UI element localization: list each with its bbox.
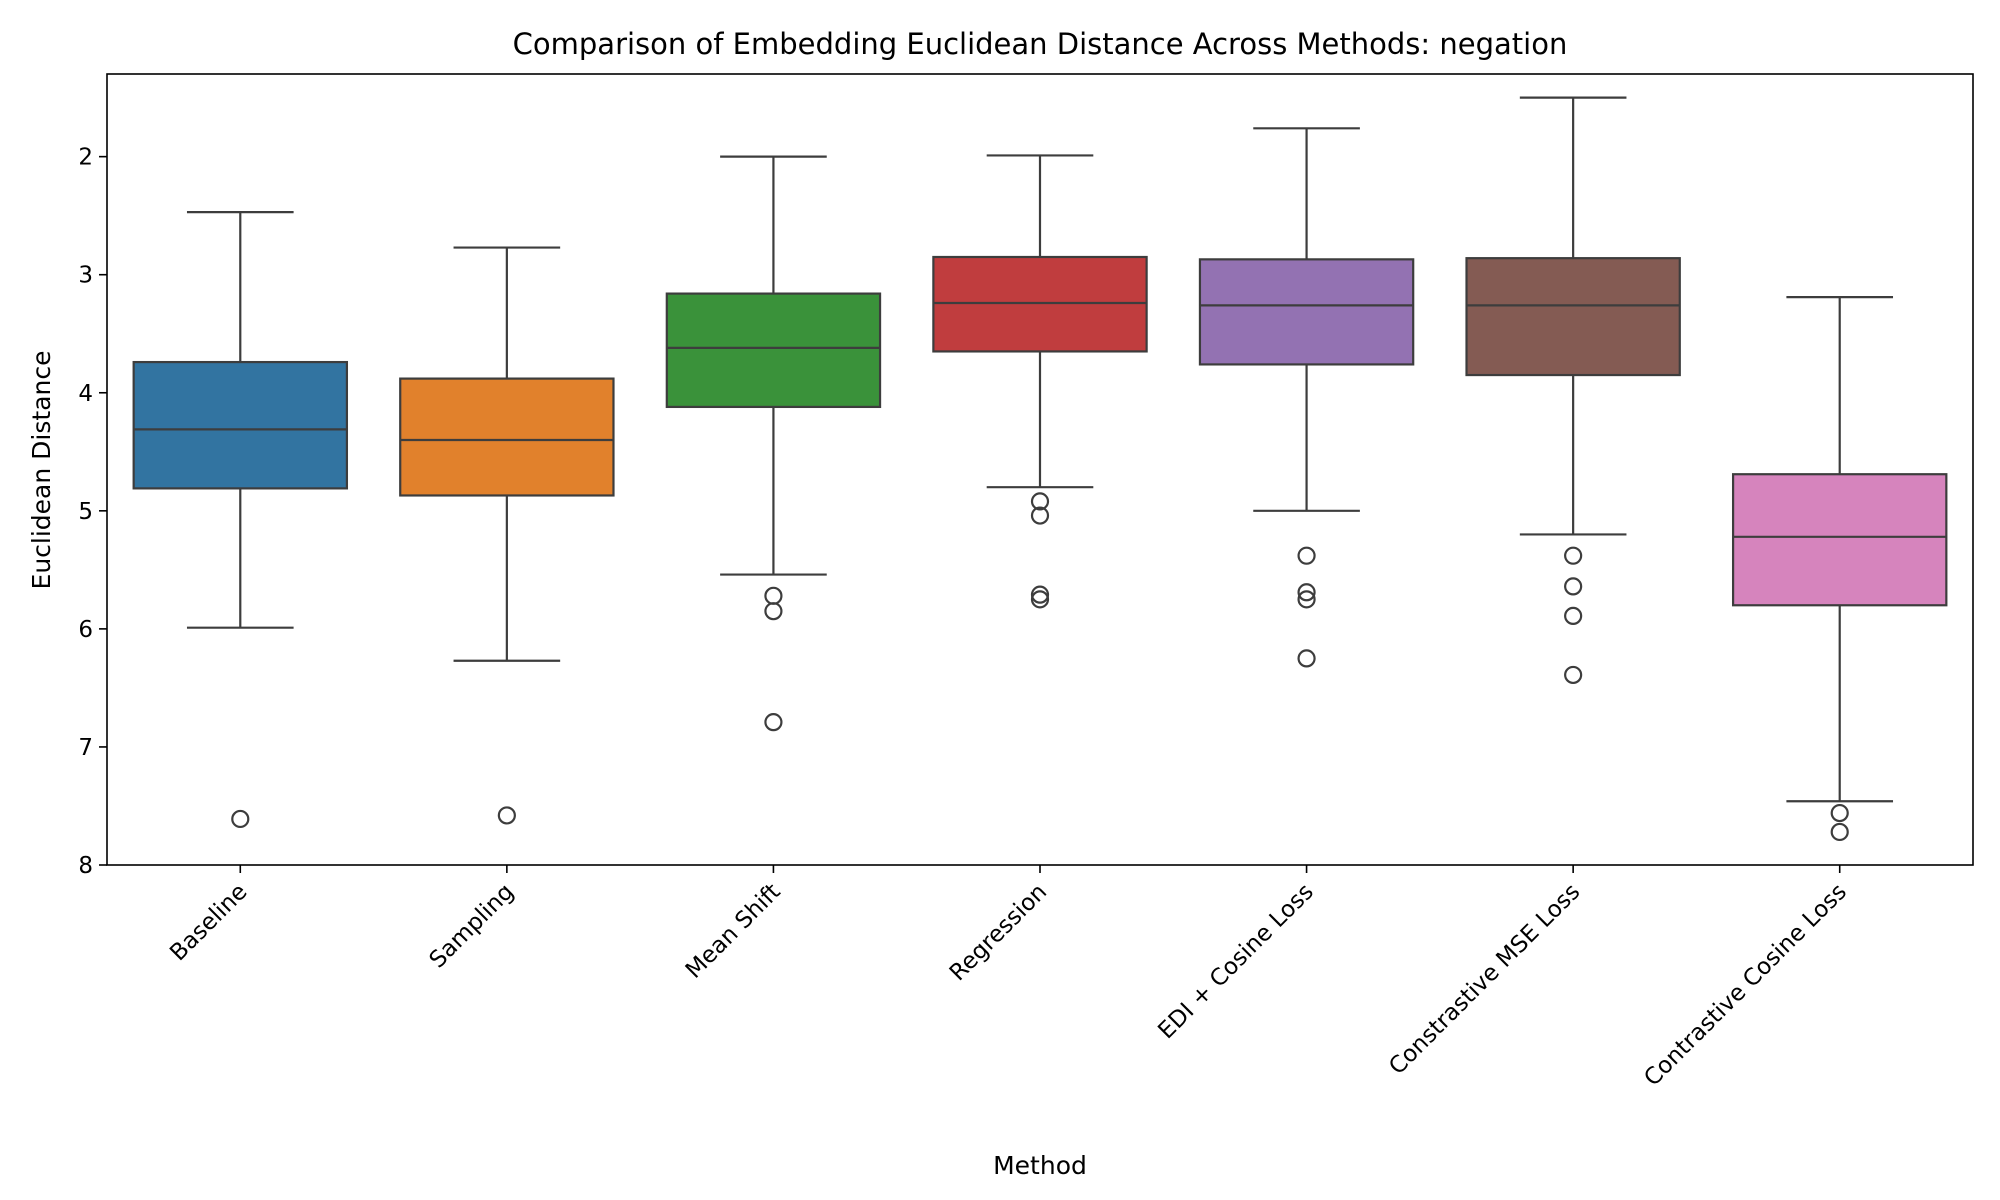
box-iqr xyxy=(132,360,349,490)
y-tick-label: 3 xyxy=(78,263,93,289)
outlier-point xyxy=(1030,506,1050,525)
boxes-layer xyxy=(132,96,1948,842)
plot-frame xyxy=(106,73,1974,866)
box-group xyxy=(1465,96,1681,685)
box-group xyxy=(399,246,615,825)
outlier-point xyxy=(1297,590,1316,609)
y-tick-label: 4 xyxy=(78,381,93,407)
box-iqr xyxy=(399,377,615,497)
outlier-point xyxy=(764,586,783,605)
box-iqr xyxy=(1198,258,1415,366)
outlier-point xyxy=(764,713,783,732)
box-iqr xyxy=(1465,257,1681,377)
x-tick-label: Regression xyxy=(945,879,1052,986)
x-tick-label: Sampling xyxy=(425,879,520,974)
outlier-point xyxy=(1564,577,1583,596)
y-tick-label: 7 xyxy=(78,735,93,761)
x-tick-label: Mean Shift xyxy=(681,879,786,984)
x-tick-label: Baseline xyxy=(165,879,252,966)
x-tick-label: EDI + Cosine Loss xyxy=(1153,879,1318,1044)
box-group xyxy=(665,155,882,732)
outlier-point xyxy=(1297,649,1316,668)
x-tick-label: Constrastive MSE Loss xyxy=(1384,879,1585,1080)
y-tick-label: 8 xyxy=(78,853,93,879)
x-axis: Baseline Sampling Mean Shift Regression EDI … xyxy=(165,865,1852,1092)
outlier-point xyxy=(1297,546,1316,565)
outlier-point xyxy=(1030,590,1050,609)
outlier-point xyxy=(1030,585,1050,604)
outlier-point xyxy=(1030,492,1050,511)
x-tick-label: Contrastive Cosine Loss xyxy=(1639,879,1852,1092)
box-group xyxy=(932,154,1148,609)
outlier-point xyxy=(1564,606,1583,625)
outlier-point xyxy=(1830,822,1849,842)
y-axis: 2 3 4 5 6 7 8 xyxy=(78,145,107,879)
y-tick-label: 6 xyxy=(78,617,93,643)
outlier-point xyxy=(764,602,783,621)
box-group xyxy=(1198,127,1415,668)
box-group xyxy=(1731,296,1948,842)
box-group xyxy=(132,211,349,829)
y-axis-label: Euclidean Distance xyxy=(27,351,56,590)
outlier-point xyxy=(497,806,516,825)
y-tick-label: 5 xyxy=(78,499,93,525)
outlier-point xyxy=(1564,546,1583,565)
outlier-point xyxy=(1564,665,1583,685)
outlier-point xyxy=(231,809,250,829)
outlier-point xyxy=(1297,583,1316,602)
box-iqr xyxy=(1731,473,1948,607)
box-iqr xyxy=(665,292,882,409)
box-iqr xyxy=(932,255,1148,353)
chart-title: Comparison of Embedding Euclidean Distan… xyxy=(513,27,1568,61)
y-tick-label: 2 xyxy=(78,145,93,171)
x-axis-label: Method xyxy=(993,1151,1087,1180)
outlier-point xyxy=(1830,803,1849,823)
